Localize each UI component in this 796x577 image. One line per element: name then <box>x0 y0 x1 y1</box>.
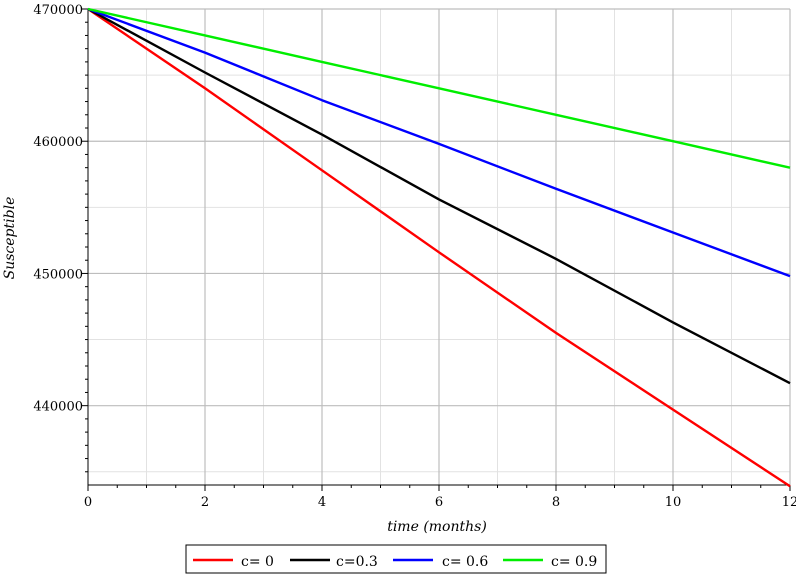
series-line-2 <box>87 7 791 278</box>
series-lines <box>87 7 791 488</box>
legend-label: c= 0.6 <box>442 554 488 570</box>
legend-label: c= 0.9 <box>551 554 597 570</box>
y-tick-label: 450000 <box>33 267 83 282</box>
series-line-1 <box>87 7 791 385</box>
y-tick-labels: 440000 450000 460000 470000 <box>33 3 83 415</box>
x-tick-labels: 0 2 4 6 8 10 12 <box>84 495 796 510</box>
legend-item-c09: c= 0.9 <box>503 554 597 570</box>
y-tick-label: 460000 <box>33 135 83 150</box>
x-tick-label: 12 <box>782 495 796 510</box>
x-tick-label: 6 <box>435 495 443 510</box>
y-axis-label: Susceptible <box>2 197 18 280</box>
legend-item-c06: c= 0.6 <box>393 554 488 570</box>
legend-label: c=0.3 <box>336 554 378 570</box>
legend-label: c= 0 <box>241 554 274 570</box>
y-tick-label: 440000 <box>33 400 83 415</box>
x-tick-label: 8 <box>552 495 560 510</box>
series-line-0 <box>87 8 791 488</box>
legend-item-c03: c=0.3 <box>290 554 378 570</box>
y-tick-label: 470000 <box>33 3 83 18</box>
x-tick-label: 10 <box>665 495 682 510</box>
legend-item-c0: c= 0 <box>193 554 274 570</box>
axes <box>82 8 791 491</box>
x-tick-label: 4 <box>318 495 326 510</box>
legend: c= 0 c=0.3 c= 0.6 c= 0.9 <box>185 544 607 574</box>
series-line-3 <box>87 7 791 169</box>
x-axis-label: time (months) <box>387 519 487 535</box>
x-tick-label: 0 <box>84 495 92 510</box>
x-tick-label: 2 <box>201 495 209 510</box>
